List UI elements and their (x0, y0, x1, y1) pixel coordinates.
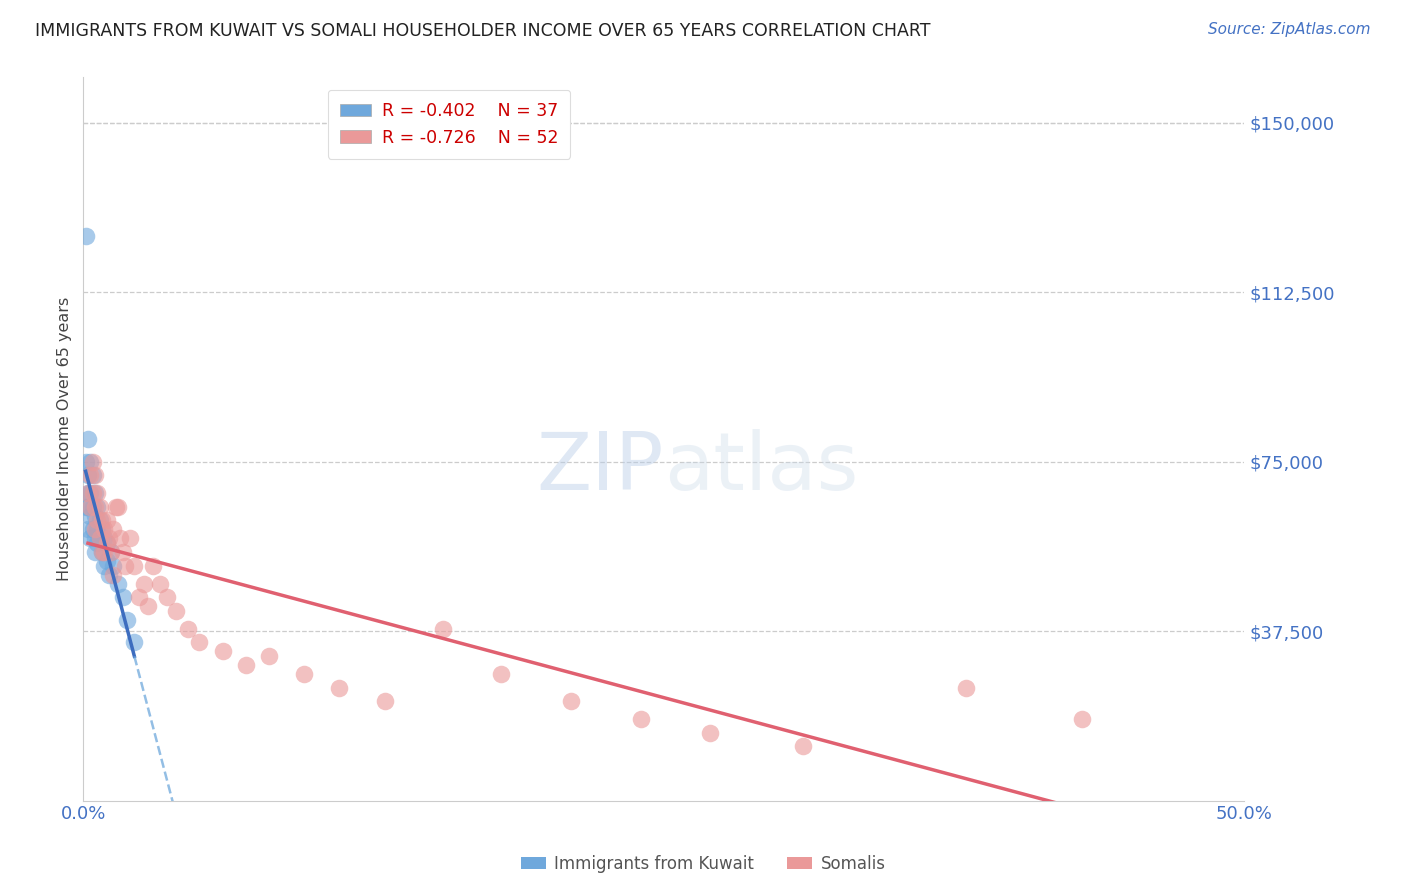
Point (491, 667, 513, 681)
Point (82, 523, 104, 537)
Point (132, 576, 155, 591)
Point (100, 545, 122, 559)
Point (104, 500, 127, 514)
Point (97, 567, 120, 582)
Point (77, 523, 100, 537)
Point (83, 523, 105, 537)
Legend: Immigrants from Kuwait, Somalis: Immigrants from Kuwait, Somalis (515, 848, 891, 880)
Point (79, 468, 101, 483)
Point (83, 545, 105, 559)
Point (96, 536, 118, 550)
Point (90, 545, 112, 559)
Point (257, 648, 280, 663)
Point (128, 591, 150, 605)
Point (560, 694, 582, 708)
Point (118, 532, 141, 546)
Point (86, 513, 108, 527)
Point (83, 508, 105, 523)
Point (165, 604, 187, 618)
Point (103, 567, 125, 582)
Point (86, 486, 108, 500)
Point (79, 500, 101, 514)
Point (77, 486, 100, 500)
Point (96, 513, 118, 527)
Point (79, 455, 101, 469)
Point (93, 523, 115, 537)
Point (89, 532, 111, 546)
Point (86, 500, 108, 514)
Point (110, 532, 132, 546)
Point (79, 486, 101, 500)
Point (955, 681, 977, 695)
Point (374, 694, 396, 708)
Point (792, 739, 814, 754)
Point (89, 500, 111, 514)
Point (82, 500, 104, 514)
Point (83, 500, 105, 514)
Point (82, 486, 104, 500)
Point (100, 545, 122, 559)
Point (292, 667, 315, 681)
Point (83, 486, 105, 500)
Text: Source: ZipAtlas.com: Source: ZipAtlas.com (1208, 22, 1371, 37)
Point (328, 681, 350, 695)
Point (156, 591, 179, 605)
Point (96, 536, 118, 550)
Point (79, 508, 101, 523)
Point (75, 455, 97, 469)
Point (89, 532, 111, 546)
Point (111, 545, 134, 559)
Point (699, 726, 721, 740)
Point (432, 622, 454, 636)
Point (83, 532, 105, 546)
Point (211, 644, 233, 658)
Point (136, 599, 159, 614)
Point (93, 545, 115, 559)
Point (124, 558, 146, 573)
Text: ZIP: ZIP (537, 429, 664, 507)
Legend: R = -0.402    N = 37, R = -0.726    N = 52: R = -0.402 N = 37, R = -0.726 N = 52 (328, 90, 571, 159)
Point (111, 591, 134, 605)
Point (79, 532, 101, 546)
Point (177, 622, 200, 636)
Point (103, 523, 125, 537)
Point (83, 468, 105, 483)
Point (75, 228, 97, 243)
Point (90, 513, 112, 527)
Point (107, 500, 129, 514)
Point (235, 658, 257, 673)
Point (77, 486, 100, 500)
Point (90, 545, 112, 559)
Point (75, 500, 97, 514)
Point (82, 468, 104, 483)
Point (107, 576, 129, 591)
Point (188, 635, 211, 649)
Point (114, 558, 136, 573)
Point (96, 554, 118, 568)
Point (142, 558, 165, 573)
Point (117, 613, 139, 627)
Point (82, 455, 104, 469)
Point (90, 523, 112, 537)
Y-axis label: Householder Income Over 65 years: Householder Income Over 65 years (58, 297, 72, 582)
Point (149, 576, 172, 591)
Point (124, 635, 146, 649)
Point (86, 523, 108, 537)
Point (77, 500, 100, 514)
Point (630, 712, 652, 726)
Point (77, 432, 100, 446)
Text: IMMIGRANTS FROM KUWAIT VS SOMALI HOUSEHOLDER INCOME OVER 65 YEARS CORRELATION CH: IMMIGRANTS FROM KUWAIT VS SOMALI HOUSEHO… (35, 22, 931, 40)
Point (77, 468, 100, 483)
Point (103, 558, 125, 573)
Point (86, 536, 108, 550)
Point (93, 558, 115, 573)
Text: atlas: atlas (664, 429, 858, 507)
Point (97, 532, 120, 546)
Point (93, 532, 115, 546)
Point (89, 513, 111, 527)
Point (1070, 712, 1092, 726)
